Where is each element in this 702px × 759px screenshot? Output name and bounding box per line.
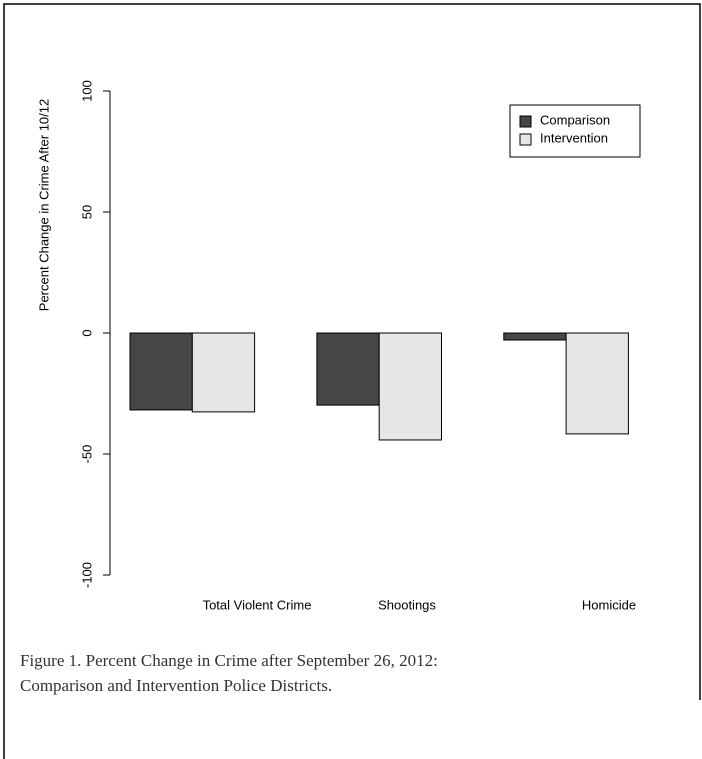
x-tick-label: Shootings: [378, 597, 436, 612]
bar: [503, 332, 567, 341]
x-tick-label: Total Violent Crime: [203, 597, 312, 612]
y-tick-label: -100: [79, 562, 94, 588]
bar: [129, 332, 193, 411]
y-tick-label: 0: [79, 329, 94, 336]
legend-label: Intervention: [540, 130, 608, 145]
legend-box: [509, 104, 641, 158]
y-tick-label: -50: [79, 445, 94, 464]
caption: Comparison and Intervention Police Distr…: [20, 676, 332, 695]
y-axis-label: Percent Change in Crime After 10/12: [36, 99, 51, 311]
legend-label: Comparison: [540, 112, 610, 127]
bar: [191, 332, 256, 413]
x-tick-label: Homicide: [582, 597, 636, 612]
y-tick-label: 100: [79, 80, 94, 102]
y-tick-label: 50: [79, 205, 94, 219]
legend-swatch: [519, 133, 532, 146]
bar: [565, 332, 629, 435]
legend-swatch: [519, 115, 532, 128]
bar: [316, 332, 380, 406]
bar: [378, 332, 443, 441]
frame: [3, 3, 701, 759]
caption: Figure 1. Percent Change in Crime after …: [20, 651, 438, 670]
